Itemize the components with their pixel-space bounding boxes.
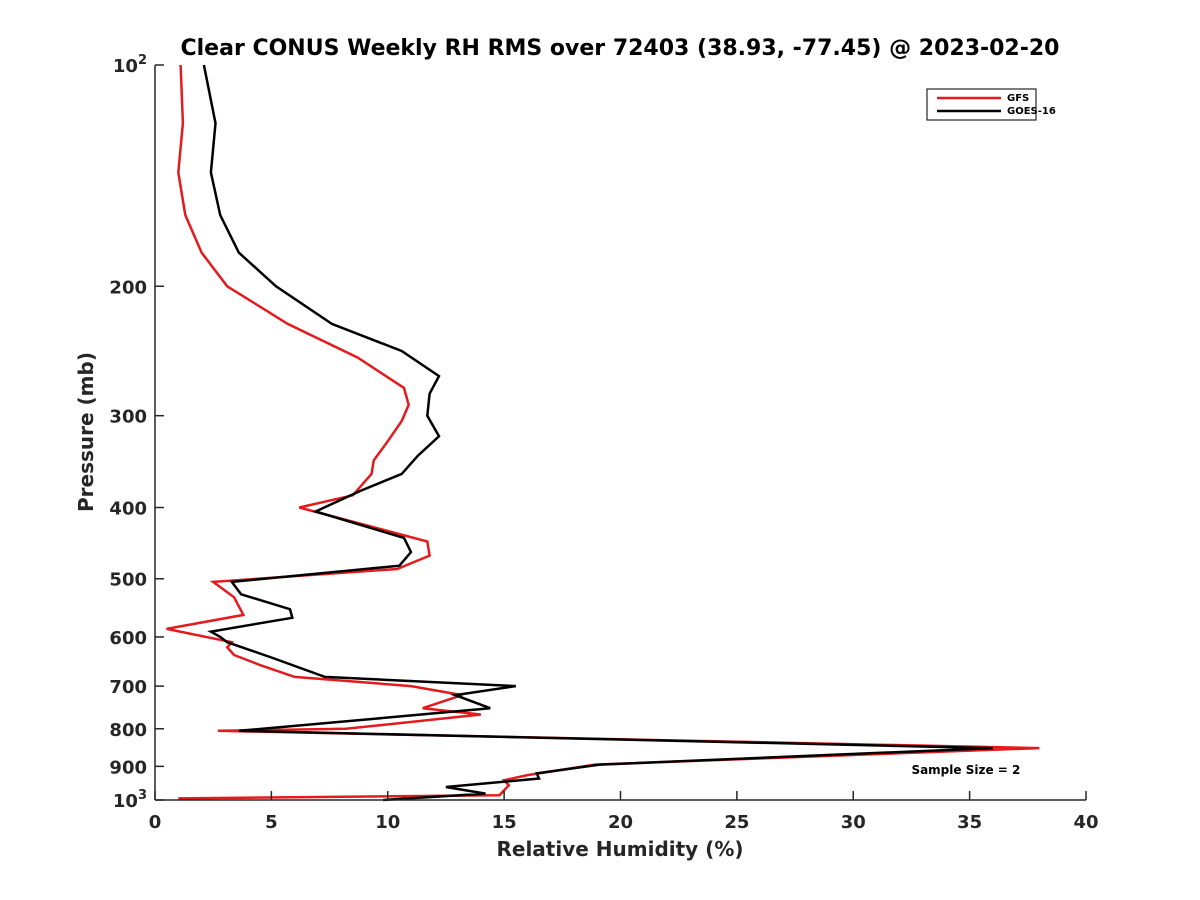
x-tick-label: 25 — [724, 812, 749, 833]
y-tick-label: 400 — [109, 499, 147, 520]
legend: GFS GOES-16 — [926, 88, 1056, 121]
y-tick-label: 800 — [109, 720, 147, 741]
plot-area: 0 5 10 15 20 25 30 35 40 102 200 300 400 500 600 700 80… — [109, 53, 1098, 833]
series-layer — [166, 64, 1040, 802]
x-tick-label: 40 — [1073, 812, 1098, 833]
legend-label-gfs: GFS — [1007, 93, 1029, 104]
y-tick-label: 500 — [109, 570, 147, 591]
y-tick-label: 600 — [109, 628, 147, 649]
x-tick-label: 20 — [608, 812, 633, 833]
y-ticks: 102 200 300 400 500 600 700 800 900 103 — [109, 53, 164, 812]
y-tick-label: 102 — [113, 53, 147, 77]
y-axis-label: Pressure (mb) — [74, 352, 98, 512]
y-tick-label: 300 — [109, 407, 147, 428]
x-tick-label: 10 — [375, 812, 400, 833]
x-ticks: 0 5 10 15 20 25 30 35 40 — [149, 791, 1099, 833]
y-tick-label: 200 — [109, 277, 147, 298]
x-axis-label: Relative Humidity (%) — [496, 837, 743, 861]
y-tick-label: 900 — [109, 757, 147, 778]
chart-title: Clear CONUS Weekly RH RMS over 72403 (38… — [181, 36, 1060, 61]
sample-size-annotation: Sample Size = 2 — [911, 763, 1020, 777]
x-tick-label: 0 — [149, 812, 162, 833]
y-tick-label: 700 — [109, 677, 147, 698]
x-tick-label: 5 — [265, 812, 278, 833]
y-tick-label: 103 — [113, 788, 147, 812]
x-tick-label: 30 — [841, 812, 866, 833]
x-tick-label: 35 — [957, 812, 982, 833]
x-tick-label: 15 — [492, 812, 517, 833]
legend-label-goes16: GOES-16 — [1007, 106, 1056, 117]
series-line-goes16 — [202, 64, 993, 802]
legend-box — [926, 88, 1037, 121]
